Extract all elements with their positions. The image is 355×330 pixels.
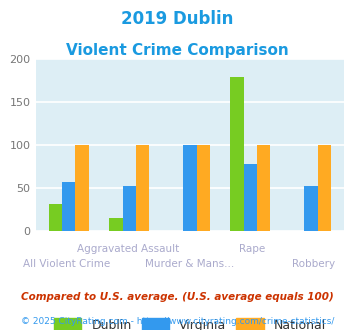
- Bar: [197, 145, 210, 231]
- Text: Robbery: Robbery: [292, 259, 335, 269]
- Bar: [257, 145, 271, 231]
- Text: Rape: Rape: [239, 244, 265, 254]
- Bar: [109, 218, 123, 231]
- Bar: [49, 204, 62, 231]
- Text: All Violent Crime: All Violent Crime: [23, 259, 110, 269]
- Bar: [183, 145, 197, 231]
- Text: Murder & Mans...: Murder & Mans...: [145, 259, 235, 269]
- Bar: [123, 186, 136, 231]
- Text: Compared to U.S. average. (U.S. average equals 100): Compared to U.S. average. (U.S. average …: [21, 292, 334, 302]
- Bar: [62, 182, 76, 231]
- Text: Violent Crime Comparison: Violent Crime Comparison: [66, 43, 289, 58]
- Text: © 2025 CityRating.com - https://www.cityrating.com/crime-statistics/: © 2025 CityRating.com - https://www.city…: [21, 317, 334, 326]
- Bar: [230, 77, 244, 231]
- Bar: [244, 164, 257, 231]
- Bar: [304, 186, 318, 231]
- Legend: Dublin, Virginia, National: Dublin, Virginia, National: [49, 313, 331, 330]
- Bar: [318, 145, 331, 231]
- Bar: [76, 145, 89, 231]
- Text: 2019 Dublin: 2019 Dublin: [121, 10, 234, 28]
- Bar: [136, 145, 149, 231]
- Text: Aggravated Assault: Aggravated Assault: [77, 244, 179, 254]
